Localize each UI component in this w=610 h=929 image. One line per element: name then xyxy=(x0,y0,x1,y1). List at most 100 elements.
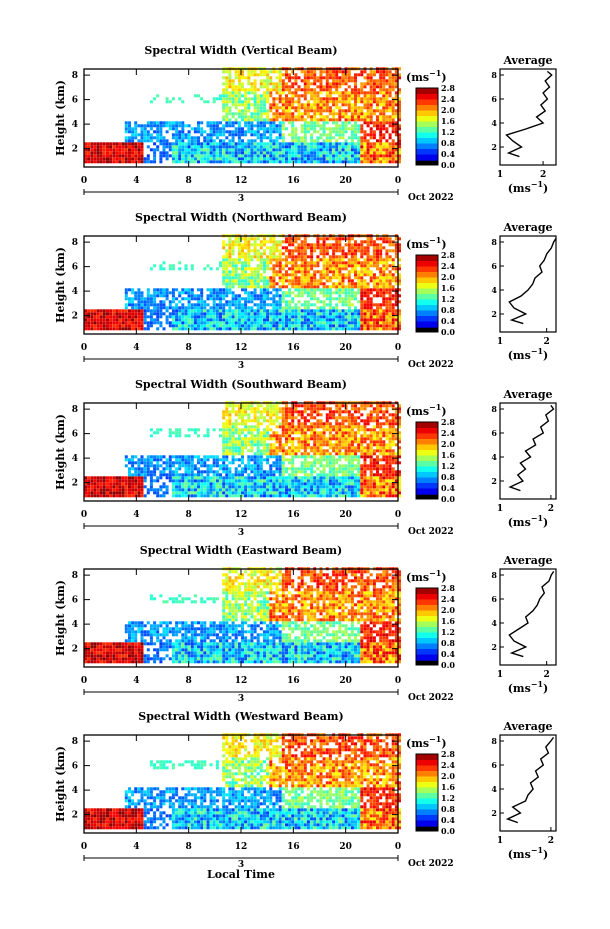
heatmap-cell xyxy=(288,243,292,247)
heatmap-cell xyxy=(231,291,235,295)
heatmap-cell xyxy=(272,252,276,256)
heatmap-cell xyxy=(332,151,336,155)
heatmap-cell xyxy=(102,482,106,486)
heatmap-cell xyxy=(253,139,257,143)
heatmap-cell xyxy=(225,303,229,307)
heatmap-cell xyxy=(291,112,295,116)
heatmap-cell xyxy=(347,258,351,262)
heatmap-cell xyxy=(206,160,210,164)
heatmap-cell xyxy=(118,145,122,149)
heatmap-cell xyxy=(303,142,307,146)
heatmap-cell xyxy=(310,282,314,286)
heatmap-cell xyxy=(275,115,279,119)
heatmap-cell xyxy=(231,136,235,140)
heatmap-cell xyxy=(159,124,163,128)
heatmap-cell xyxy=(181,312,185,316)
heatmap-cell xyxy=(335,88,339,92)
heatmap-cell xyxy=(357,130,361,134)
heatmap-cell xyxy=(178,458,182,462)
heatmap-cell xyxy=(87,494,91,498)
heatmap-cell xyxy=(134,318,138,322)
heatmap-cell xyxy=(363,136,367,140)
heatmap-cell xyxy=(322,261,326,265)
heatmap-cell xyxy=(131,315,135,319)
heatmap-cell xyxy=(187,133,191,137)
heatmap-cell xyxy=(347,70,351,74)
heatmap-cell xyxy=(228,318,232,322)
heatmap-cell xyxy=(212,303,216,307)
heatmap-cell xyxy=(263,324,266,328)
heatmap-cell xyxy=(250,407,254,411)
heatmap-cell xyxy=(360,91,364,95)
heatmap-cell xyxy=(228,112,232,116)
heatmap-cell xyxy=(357,148,361,152)
heatmap-cell xyxy=(187,470,191,474)
heatmap-cell xyxy=(263,431,266,435)
heatmap-cell xyxy=(347,282,351,286)
heatmap-cell xyxy=(84,482,87,486)
heatmap-cell xyxy=(178,431,182,435)
heatmap-cell xyxy=(115,321,119,325)
heatmap-cell xyxy=(137,315,141,319)
heatmap-cell xyxy=(372,94,376,98)
heatmap-cell xyxy=(222,94,226,98)
heatmap-cell xyxy=(285,285,288,289)
heatmap-cell xyxy=(379,285,383,289)
heatmap-cell xyxy=(360,118,364,122)
heatmap-cell xyxy=(338,145,342,149)
heatmap-cell xyxy=(272,124,276,128)
heatmap-cell xyxy=(171,133,175,137)
heatmap-cell xyxy=(209,485,213,489)
heatmap-cell xyxy=(171,488,175,492)
heatmap-cell xyxy=(303,261,307,265)
heatmap-cell xyxy=(350,321,354,325)
heatmap-cell xyxy=(193,467,197,471)
heatmap-cell xyxy=(310,82,314,86)
heatmap-cell xyxy=(244,327,248,331)
heatmap-cell xyxy=(102,321,106,325)
heatmap-cell xyxy=(366,154,370,158)
heatmap-cell xyxy=(313,121,317,125)
heatmap-cell xyxy=(225,494,229,498)
heatmap-cell xyxy=(244,297,248,301)
heatmap-cell xyxy=(398,133,401,137)
heatmap-cell xyxy=(294,100,298,104)
heatmap-cell xyxy=(156,321,160,325)
heatmap-cell xyxy=(112,154,116,158)
heatmap-cell xyxy=(306,130,310,134)
heatmap-cell xyxy=(102,160,106,164)
heatmap-cell xyxy=(259,151,263,155)
heatmap-cell xyxy=(250,157,254,161)
heatmap-cell xyxy=(225,82,229,86)
heatmap-cell xyxy=(215,321,219,325)
heatmap-cell xyxy=(376,243,379,247)
heatmap-cell xyxy=(372,309,376,313)
heatmap-cell xyxy=(388,70,392,74)
heatmap-cell xyxy=(87,491,91,495)
heatmap-cell xyxy=(175,428,179,432)
heatmap-cell xyxy=(266,145,270,149)
heatmap-cell xyxy=(388,106,392,110)
heatmap-cell xyxy=(96,157,100,161)
heatmap-cell xyxy=(181,136,185,140)
heatmap-cell xyxy=(306,82,310,86)
heatmap-cell xyxy=(256,467,260,471)
heatmap-cell xyxy=(319,160,323,164)
heatmap-cell xyxy=(278,112,282,116)
heatmap-cell xyxy=(234,148,238,152)
heatmap-cell xyxy=(288,273,292,277)
heatmap-cell xyxy=(118,142,122,146)
heatmap-cell xyxy=(215,482,219,486)
heatmap-cell xyxy=(303,324,307,328)
heatmap-cell xyxy=(272,288,276,292)
heatmap-cell xyxy=(288,261,292,265)
heatmap-cell xyxy=(338,315,342,319)
heatmap-cell xyxy=(247,467,251,471)
heatmap-cell xyxy=(84,160,87,164)
heatmap-cell xyxy=(134,124,138,128)
heatmap-cell xyxy=(156,124,160,128)
heatmap-cell xyxy=(228,154,232,158)
heatmap-cell xyxy=(360,154,364,158)
heatmap-cell xyxy=(244,243,248,247)
heatmap-cell xyxy=(278,97,282,101)
